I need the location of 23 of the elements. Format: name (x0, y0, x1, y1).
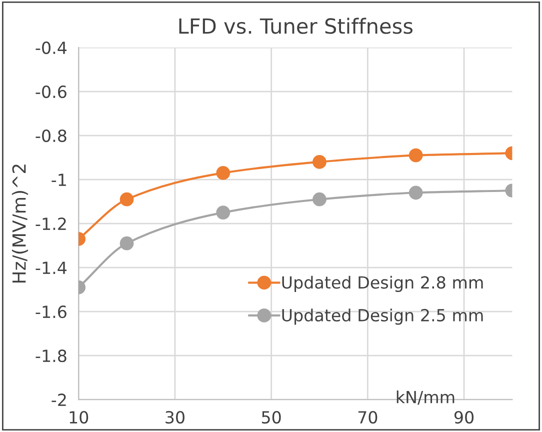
x-tick-label: 30 (166, 411, 184, 424)
point (312, 192, 326, 206)
chart-title: LFD vs. Tuner Stiffness (179, 18, 412, 34)
y-tick-label: -1 (52, 174, 66, 186)
x-axis-title: kN/mm (396, 390, 454, 405)
y-tick-label: -1.2 (36, 218, 66, 230)
x-tick-label: 70 (358, 411, 378, 424)
y-axis-title: Hz/(MV/m)^2 (12, 164, 28, 283)
y-tick-label: -0.8 (36, 130, 66, 142)
point (312, 155, 326, 169)
x-tick-label: 50 (262, 411, 281, 424)
y-tick-label: -1.6 (36, 306, 66, 318)
y-tick-label: -2 (52, 394, 66, 406)
y-tick-label: -1.8 (36, 350, 66, 362)
y-tick-label: -0.4 (36, 41, 67, 54)
x-tick-label: 10 (70, 411, 88, 424)
point (216, 166, 230, 180)
y-tick-label: -1.4 (36, 262, 67, 274)
legend-label: Updated Design 2.5 mm (282, 308, 483, 325)
y-tick-label: -0.6 (36, 85, 66, 98)
legend-label: Updated Design 2.8 mm (282, 276, 483, 292)
point (216, 206, 230, 220)
x-tick-label: 90 (454, 411, 474, 424)
